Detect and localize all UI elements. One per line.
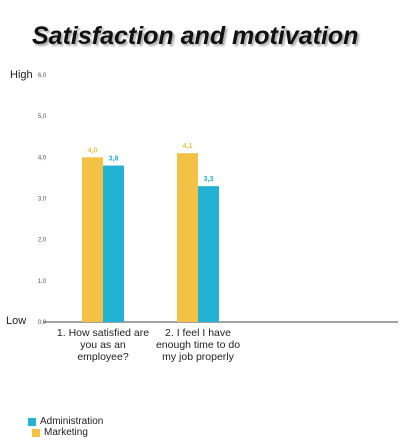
bar-marketing-1 [82, 157, 103, 322]
y-tick-label: 4,0 [38, 155, 47, 161]
legend-label-administration: Administration [40, 416, 104, 427]
data-label: 4,1 [183, 143, 193, 150]
legend-item-marketing: Marketing [28, 427, 103, 438]
category-label-2: 2. I feel I have enough time to do my job … [156, 327, 240, 363]
y-tick-label: 6,0 [38, 73, 47, 79]
chart-title: Satisfaction and motivation [32, 22, 359, 50]
legend-label-marketing: Marketing [44, 427, 88, 438]
legend-swatch-administration [28, 417, 36, 426]
category-label-1: 1. How satisfied are you as an employee? [57, 327, 149, 363]
y-tick-label: 5,0 [38, 114, 47, 120]
y-level-high: High [10, 69, 33, 81]
data-label: 3,3 [204, 176, 214, 183]
bar-administration-2 [198, 186, 219, 322]
data-label: 4,0 [88, 147, 98, 154]
data-label: 3,8 [109, 156, 119, 163]
legend-item-administration: Administration [28, 416, 103, 427]
y-tick-label: 0,0 [38, 320, 47, 326]
bar-administration-1 [103, 165, 124, 322]
bar-marketing-2 [177, 153, 198, 322]
y-level-low: Low [6, 315, 26, 327]
y-tick-label: 1,0 [38, 279, 47, 285]
legend-swatch-marketing [32, 428, 40, 437]
y-tick-label: 2,0 [38, 238, 47, 244]
legend: Administration Marketing [28, 416, 103, 438]
y-tick-label: 3,0 [38, 197, 47, 203]
